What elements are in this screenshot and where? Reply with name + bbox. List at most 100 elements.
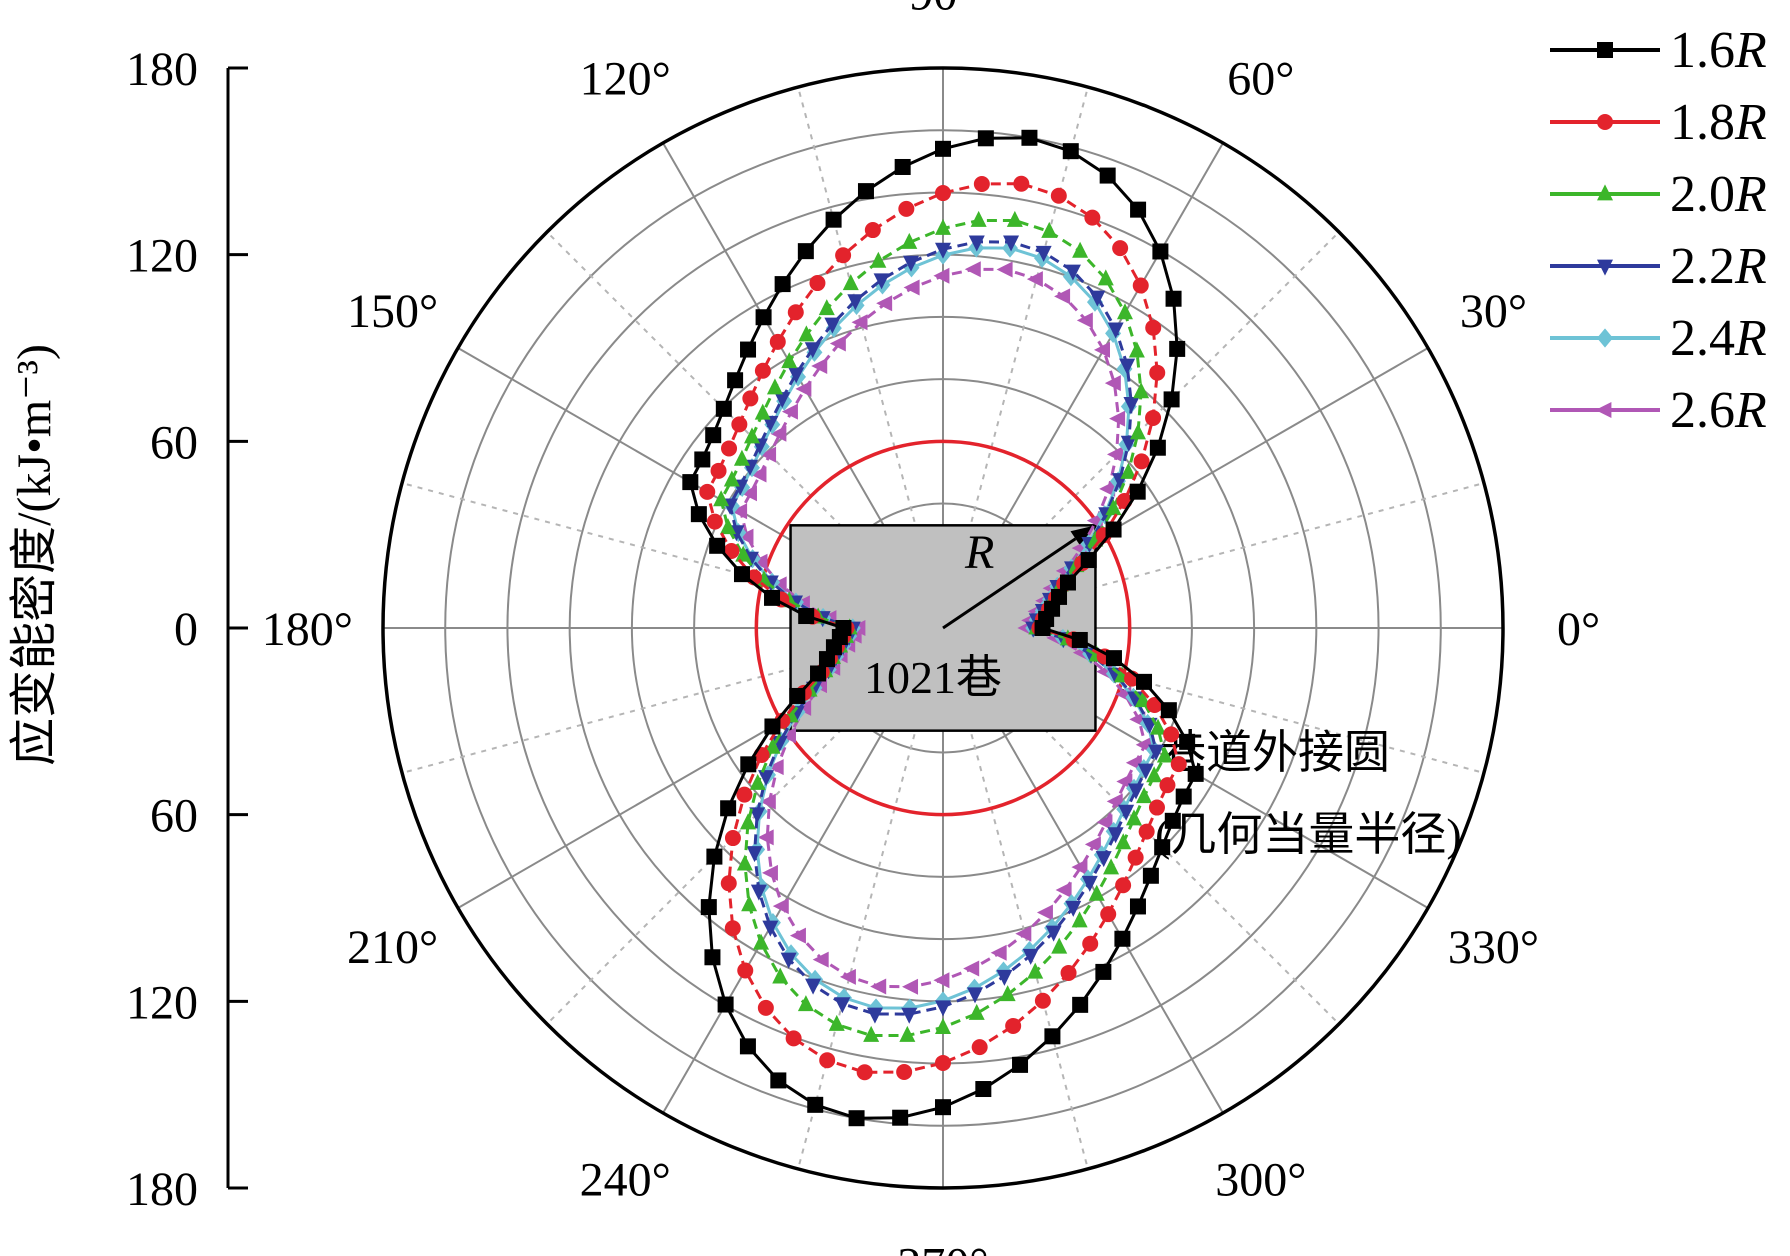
data-point <box>870 251 887 268</box>
data-point <box>811 357 828 374</box>
data-series <box>682 129 1204 1127</box>
data-point <box>1127 849 1144 866</box>
data-point <box>737 528 754 545</box>
data-point <box>744 427 761 444</box>
data-point <box>1026 271 1043 288</box>
spoke-minor <box>942 627 1340 1025</box>
data-point <box>717 996 734 1013</box>
data-point <box>1163 391 1180 408</box>
data-point <box>1170 756 1187 773</box>
data-point <box>1146 697 1163 714</box>
data-point <box>761 864 778 881</box>
spoke-minor <box>401 627 944 774</box>
data-point <box>975 1081 992 1098</box>
data-point <box>709 537 726 554</box>
data-point <box>1064 264 1081 281</box>
legend: 1.6R 1.8R 2.0R 2.2R 2.4R 2.6R <box>1550 22 1767 439</box>
data-point <box>935 1017 951 1034</box>
data-point <box>1146 766 1163 783</box>
data-point <box>742 390 759 407</box>
data-point <box>758 770 775 787</box>
angle-tick-label: 60° <box>1227 53 1294 106</box>
radial-tick-label: 180 <box>126 1163 198 1216</box>
spoke-minor <box>942 627 1089 1170</box>
data-point <box>1165 290 1182 307</box>
data-point <box>699 483 716 500</box>
data-point <box>870 978 887 995</box>
data-point <box>1097 269 1114 286</box>
data-point <box>774 392 791 409</box>
data-point <box>1130 201 1147 218</box>
data-point <box>1104 375 1121 392</box>
data-point <box>1149 439 1166 456</box>
data-point <box>706 513 723 530</box>
data-point <box>1128 341 1145 358</box>
data-point <box>1125 809 1142 826</box>
data-point <box>740 813 757 830</box>
data-point <box>736 854 753 871</box>
data-point <box>798 608 815 625</box>
data-point <box>935 1099 951 1116</box>
legend-label: 1.8R <box>1670 94 1767 151</box>
data-point <box>1095 963 1112 980</box>
data-point <box>770 425 787 442</box>
radius-arrow <box>942 537 1077 630</box>
data-point <box>829 335 846 352</box>
data-point <box>1065 900 1082 917</box>
radial-tick-label: 120 <box>126 976 198 1029</box>
data-point <box>705 427 722 444</box>
angle-tick-label: 180° <box>262 603 353 656</box>
equivalent-radius-circle <box>754 439 1132 817</box>
data-point <box>1116 773 1133 790</box>
data-point <box>1099 480 1116 497</box>
data-point <box>807 1096 824 1113</box>
data-point <box>1015 925 1032 942</box>
data-point <box>764 718 781 735</box>
data-point <box>1076 312 1093 329</box>
data-point <box>1062 266 1079 287</box>
data-point <box>720 875 737 892</box>
data-point <box>1095 851 1112 868</box>
data-point <box>694 451 711 468</box>
angle-tick-label: 0° <box>1557 603 1600 656</box>
data-point <box>1106 446 1123 463</box>
angle-tick-label: 30° <box>1460 285 1527 338</box>
data-point <box>1115 877 1132 894</box>
spoke-minor <box>797 86 944 629</box>
data-point <box>1149 364 1166 381</box>
data-point <box>819 1052 836 1069</box>
spoke-minor <box>942 86 1089 629</box>
data-point <box>1129 423 1146 440</box>
data-point <box>731 503 748 520</box>
data-point <box>835 247 852 264</box>
data-point <box>789 687 806 704</box>
data-point <box>1103 858 1120 875</box>
data-point <box>1021 129 1038 146</box>
angle-tick-label: 330° <box>1448 921 1539 974</box>
data-point <box>901 1007 918 1024</box>
data-point <box>1175 788 1192 805</box>
legend-item: 2.4R <box>1550 310 1767 367</box>
data-point <box>1134 691 1151 708</box>
radial-tick-label: 180 <box>126 43 198 96</box>
data-point <box>834 997 851 1014</box>
data-point <box>1132 277 1149 294</box>
data-point <box>781 352 798 369</box>
data-point <box>902 978 919 995</box>
data-point <box>839 968 856 985</box>
angle-tick-label: 270° <box>897 1239 988 1256</box>
data-point <box>970 210 987 227</box>
data-point <box>805 978 822 995</box>
spoke-minor <box>797 627 944 1170</box>
legend-label: 2.0R <box>1670 166 1767 223</box>
data-point <box>760 446 777 463</box>
data-point <box>1129 483 1146 500</box>
data-point <box>798 325 815 342</box>
data-point <box>812 951 829 968</box>
data-point <box>935 218 951 235</box>
data-point <box>1133 453 1150 470</box>
data-point <box>780 952 797 969</box>
data-point <box>824 317 841 334</box>
data-point <box>1112 240 1129 257</box>
data-point <box>740 341 757 358</box>
